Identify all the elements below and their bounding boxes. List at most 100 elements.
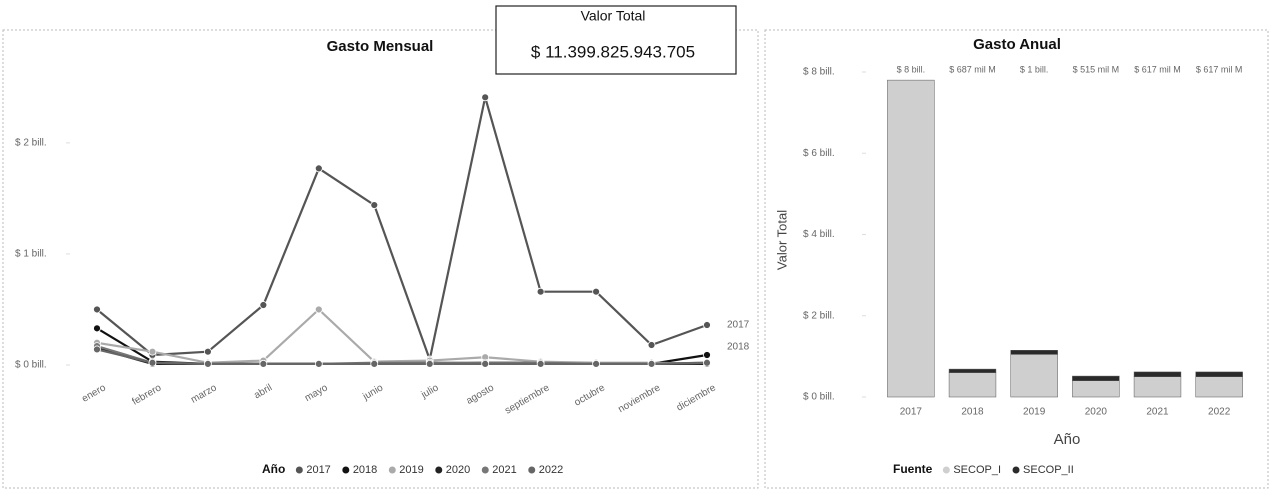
x-tick-label: 2018: [961, 407, 984, 418]
point: [259, 301, 268, 309]
x-tick-label: abril: [252, 382, 274, 401]
point: [93, 345, 101, 354]
x-tick-label: junio: [360, 382, 385, 403]
bar-segment: [1133, 371, 1182, 377]
bar-segment: [1195, 371, 1243, 377]
bar-segment: [1133, 376, 1182, 398]
legend-label: 2022: [539, 464, 563, 476]
line: [96, 307, 708, 365]
point: [314, 164, 323, 173]
point: [481, 93, 490, 102]
y-tick-label: $ 1 bill.: [15, 249, 47, 260]
data-label: $ 617 mil M: [1134, 64, 1181, 74]
legend-label: 2021: [492, 464, 516, 476]
x-tick-label: 2019: [1023, 407, 1046, 418]
x-tick-label: octubre: [573, 382, 608, 408]
point: [481, 359, 490, 368]
legend-marker: [1011, 465, 1021, 475]
card: [495, 5, 737, 75]
point: [259, 359, 268, 368]
data-label: $ 617 mil M: [1196, 64, 1243, 74]
point: [148, 347, 157, 356]
left-panel: [2, 29, 759, 489]
point: [592, 287, 600, 296]
x-tick-label: 2020: [1085, 407, 1108, 418]
bar-segment: [948, 368, 997, 373]
legend-label: 2018: [353, 464, 377, 476]
legend-marker: [434, 465, 444, 475]
point: [370, 201, 379, 209]
card-title: Valor Total: [581, 8, 646, 24]
x-tick-label: diciembre: [675, 382, 718, 413]
legend-marker: [294, 465, 304, 475]
x-tick-label: enero: [80, 382, 108, 405]
end-label: 2018: [727, 342, 750, 353]
x-tick-label: 2021: [1146, 407, 1169, 418]
chart-title: Gasto Mensual: [327, 38, 434, 55]
point: [647, 341, 656, 349]
point: [204, 359, 212, 368]
y-tick-label: $ 2 bill.: [803, 310, 835, 321]
x-tick-label: 2017: [900, 407, 923, 418]
point: [204, 347, 212, 356]
point: [703, 321, 711, 329]
x-tick-label: julio: [419, 382, 441, 401]
data-label: $ 1 bill.: [1020, 64, 1049, 74]
x-tick-label: noviembre: [616, 382, 662, 415]
point: [536, 359, 545, 368]
y-tick-label: $ 8 bill.: [803, 67, 835, 78]
legend-label: SECOP_II: [1023, 464, 1074, 476]
legend-label: 2019: [399, 464, 423, 476]
point: [93, 324, 101, 333]
right-panel: [764, 29, 1269, 489]
y-tick-label: $ 0 bill.: [15, 360, 47, 371]
point: [93, 305, 101, 314]
data-label: $ 687 mil M: [949, 64, 996, 74]
bar-segment: [887, 79, 935, 398]
bar-segment: [1195, 376, 1243, 398]
x-tick-label: febrero: [130, 382, 163, 408]
end-label: 2017: [727, 320, 750, 331]
legend-label: SECOP_I: [953, 464, 1001, 476]
x-tick-label: agosto: [464, 382, 496, 407]
bar-segment: [948, 372, 997, 398]
y-tick-label: $ 6 bill.: [803, 148, 835, 159]
legend-marker: [941, 465, 951, 475]
point: [148, 358, 157, 367]
y-tick-label: $ 4 bill.: [803, 229, 835, 240]
point: [647, 359, 656, 368]
point: [536, 287, 545, 296]
point: [314, 305, 323, 314]
legend-marker: [387, 465, 397, 475]
data-label: $ 8 bill.: [897, 64, 926, 74]
point: [370, 359, 379, 368]
x-tick-label: 2022: [1208, 407, 1231, 418]
x-axis-title: Año: [1054, 431, 1081, 448]
x-tick-label: marzo: [189, 382, 219, 406]
legend-marker: [341, 465, 351, 475]
legend-label: 2020: [446, 464, 470, 476]
card-value: $ 11.399.825.943.705: [531, 42, 695, 61]
bar-segment: [1010, 350, 1058, 355]
point: [425, 359, 434, 368]
y-tick-label: $ 2 bill.: [15, 137, 47, 148]
legend-marker: [480, 465, 490, 475]
line: [96, 348, 708, 365]
legend-title: Año: [262, 462, 285, 476]
x-tick-label: septiembre: [503, 382, 552, 416]
point: [592, 359, 600, 368]
legend-label: 2017: [306, 464, 330, 476]
bar-segment: [1072, 375, 1120, 381]
legend-title: Fuente: [893, 462, 933, 476]
point: [703, 351, 711, 359]
legend-marker: [527, 465, 537, 475]
point: [314, 359, 323, 368]
bar-segment: [1010, 354, 1058, 398]
line: [96, 97, 708, 364]
x-tick-label: mayo: [303, 382, 330, 404]
y-axis-title: Valor Total: [774, 210, 789, 270]
data-label: $ 515 mil M: [1073, 64, 1120, 74]
point: [703, 358, 711, 367]
y-tick-label: $ 0 bill.: [803, 392, 835, 403]
